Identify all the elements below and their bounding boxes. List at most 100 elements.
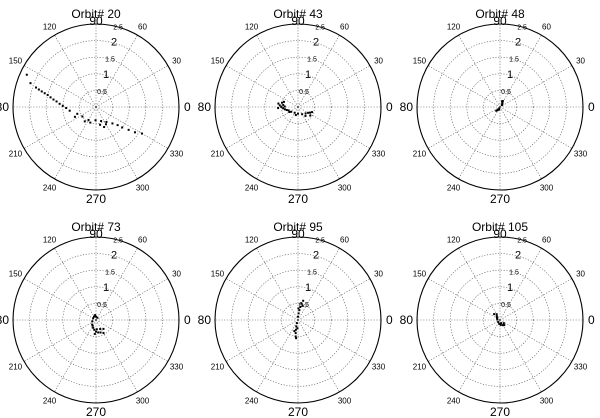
- radial-tick-label: 0.5: [501, 89, 511, 96]
- angle-tick-label: 210: [413, 150, 427, 159]
- data-point: [83, 120, 86, 123]
- angular-grid-spoke: [427, 65, 501, 108]
- radial-tick-label: 1: [103, 282, 109, 294]
- data-point: [105, 120, 108, 123]
- data-point: [501, 100, 504, 103]
- angle-tick-label: 60: [138, 235, 147, 244]
- data-point: [309, 114, 312, 117]
- data-point: [307, 111, 310, 114]
- data-point: [502, 322, 505, 325]
- radial-grid-circle: [281, 303, 315, 337]
- angle-tick-label: 150: [413, 270, 427, 279]
- angle-tick-label: 270: [490, 405, 510, 418]
- data-point: [52, 98, 55, 101]
- angular-grid-spoke: [499, 319, 542, 393]
- angular-grid-spoke: [499, 106, 573, 149]
- radial-tick-label: 0.5: [97, 302, 107, 309]
- data-point: [294, 114, 297, 117]
- data-point: [498, 107, 501, 110]
- angle-tick-label: 120: [43, 235, 57, 244]
- angle-tick-label: 210: [9, 150, 23, 159]
- angle-tick-label: 210: [413, 363, 427, 372]
- panel-title: Orbit# 105: [472, 220, 528, 234]
- angle-tick-label: 330: [170, 150, 184, 159]
- radial-grid-circle: [231, 253, 365, 387]
- radial-tick-label: 1.5: [105, 57, 115, 64]
- data-point: [104, 123, 107, 126]
- angle-tick-label: 240: [447, 397, 461, 406]
- angular-grid-spoke: [23, 65, 97, 108]
- panel-title: Orbit# 20: [71, 7, 121, 21]
- data-point: [295, 325, 298, 328]
- data-point: [293, 330, 296, 333]
- radial-grid-circle: [449, 269, 551, 371]
- data-point: [25, 73, 28, 76]
- data-point: [93, 328, 96, 331]
- data-point: [282, 107, 285, 110]
- angular-grid-spoke: [256, 319, 299, 393]
- radial-grid-circle: [281, 90, 315, 124]
- panel-title: Orbit# 43: [273, 7, 323, 21]
- data-point: [294, 328, 297, 331]
- angle-tick-label: 120: [245, 235, 259, 244]
- angle-tick-label: 330: [574, 150, 588, 159]
- data-point: [121, 126, 124, 129]
- data-point: [93, 315, 96, 318]
- angular-grid-spoke: [23, 106, 97, 149]
- radial-tick-label: 2.5: [113, 24, 123, 31]
- radial-tick-label: 1: [507, 282, 513, 294]
- data-point: [495, 109, 498, 112]
- angle-tick-label: 150: [211, 57, 225, 66]
- polar-outer-ring: [12, 236, 180, 404]
- data-point: [95, 315, 97, 318]
- angle-tick-label: 300: [540, 397, 554, 406]
- data-point: [103, 126, 106, 129]
- angle-tick-label: 330: [170, 363, 184, 372]
- radial-grid-circle: [62, 73, 130, 141]
- angle-tick-label: 30: [374, 270, 383, 279]
- radial-tick-label: 0.5: [97, 89, 107, 96]
- angle-tick-label: 30: [374, 57, 383, 66]
- angular-grid-spoke: [95, 319, 138, 393]
- data-point: [133, 131, 136, 134]
- data-point: [498, 108, 501, 111]
- data-point: [280, 106, 283, 108]
- angle-tick-label: 90: [291, 14, 305, 28]
- radial-tick-label: 1.5: [307, 270, 317, 277]
- data-point: [127, 128, 130, 131]
- data-point: [49, 96, 52, 99]
- data-point: [497, 321, 500, 324]
- data-point: [503, 324, 506, 327]
- polar-panel: Orbit# 20 0 30 60 90 120 150 80 210 240 270 300 330 0…: [0, 7, 191, 206]
- radial-tick-label: 2.5: [315, 24, 325, 31]
- radial-tick-label: 1: [103, 69, 109, 81]
- data-point: [278, 104, 281, 107]
- radial-grid-circle: [29, 253, 163, 387]
- data-point: [76, 112, 79, 115]
- angle-tick-label: 150: [211, 270, 225, 279]
- data-point: [96, 316, 99, 319]
- angle-tick-label: 80: [400, 313, 414, 327]
- radial-tick-label: 2.5: [315, 237, 325, 244]
- angle-tick-label: 90: [493, 14, 507, 28]
- data-point: [29, 82, 32, 85]
- angular-grid-spoke: [95, 319, 169, 362]
- radial-tick-label: 2: [313, 37, 319, 49]
- data-point: [295, 337, 298, 340]
- panel-title: Orbit# 73: [71, 220, 121, 234]
- angle-tick-label: 300: [136, 397, 150, 406]
- data-point: [297, 315, 299, 318]
- data-point: [102, 331, 105, 334]
- data-point: [116, 124, 119, 127]
- angle-tick-label: 0: [386, 313, 393, 327]
- angle-tick-label: 30: [172, 57, 181, 66]
- data-point: [297, 307, 300, 310]
- angle-tick-label: 80: [400, 100, 414, 114]
- angle-tick-label: 270: [288, 405, 308, 418]
- angle-tick-label: 80: [198, 313, 212, 327]
- angle-tick-label: 300: [136, 184, 150, 193]
- angular-grid-spoke: [458, 106, 501, 180]
- data-point: [294, 335, 297, 338]
- data-point: [141, 132, 144, 135]
- radial-grid-circle: [62, 286, 130, 354]
